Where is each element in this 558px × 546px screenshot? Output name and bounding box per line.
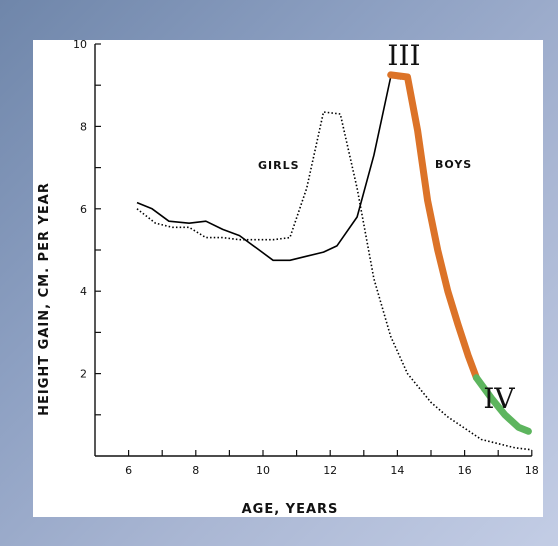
y-tick-label: 2: [80, 368, 87, 381]
y-tick-label: 6: [80, 203, 87, 216]
series-layer: [136, 76, 532, 451]
chart-panel: 6 8 10 12 14 16 18 2 4 6 8 10 AGE, YEARS HEIGHT GAI…: [33, 40, 543, 517]
x-tick-label: 18: [525, 464, 539, 477]
x-tick-label: 8: [192, 464, 199, 477]
phase-iii-highlight: [387, 71, 480, 382]
x-tick-label: 10: [256, 464, 270, 477]
y-tick-label: 8: [80, 120, 87, 133]
highlight-layer: [387, 71, 532, 435]
x-tick-label: 6: [125, 464, 132, 477]
x-axis-label: AGE, YEARS: [242, 502, 339, 517]
y-tick-label: 10: [73, 40, 87, 51]
girls-series-label: GIRLS: [258, 159, 300, 172]
axes: 6 8 10 12 14 16 18 2 4 6 8 10: [73, 40, 539, 477]
boys-series-label: BOYS: [435, 158, 472, 171]
boys-series-line: [136, 76, 401, 262]
x-tick-label: 14: [390, 464, 404, 477]
y-tick-label: 4: [80, 285, 87, 298]
phase-iii-label: III: [387, 40, 420, 72]
x-tick-label: 12: [323, 464, 337, 477]
girls-series-line: [136, 111, 532, 451]
growth-velocity-chart: 6 8 10 12 14 16 18 2 4 6 8 10 AGE, YEARS HEIGHT GAI…: [37, 40, 539, 517]
y-axis-label: HEIGHT GAIN, CM. PER YEAR: [37, 182, 52, 416]
phase-iv-label: IV: [483, 382, 515, 415]
phase-iv-highlight: [472, 374, 532, 435]
x-tick-label: 16: [458, 464, 472, 477]
